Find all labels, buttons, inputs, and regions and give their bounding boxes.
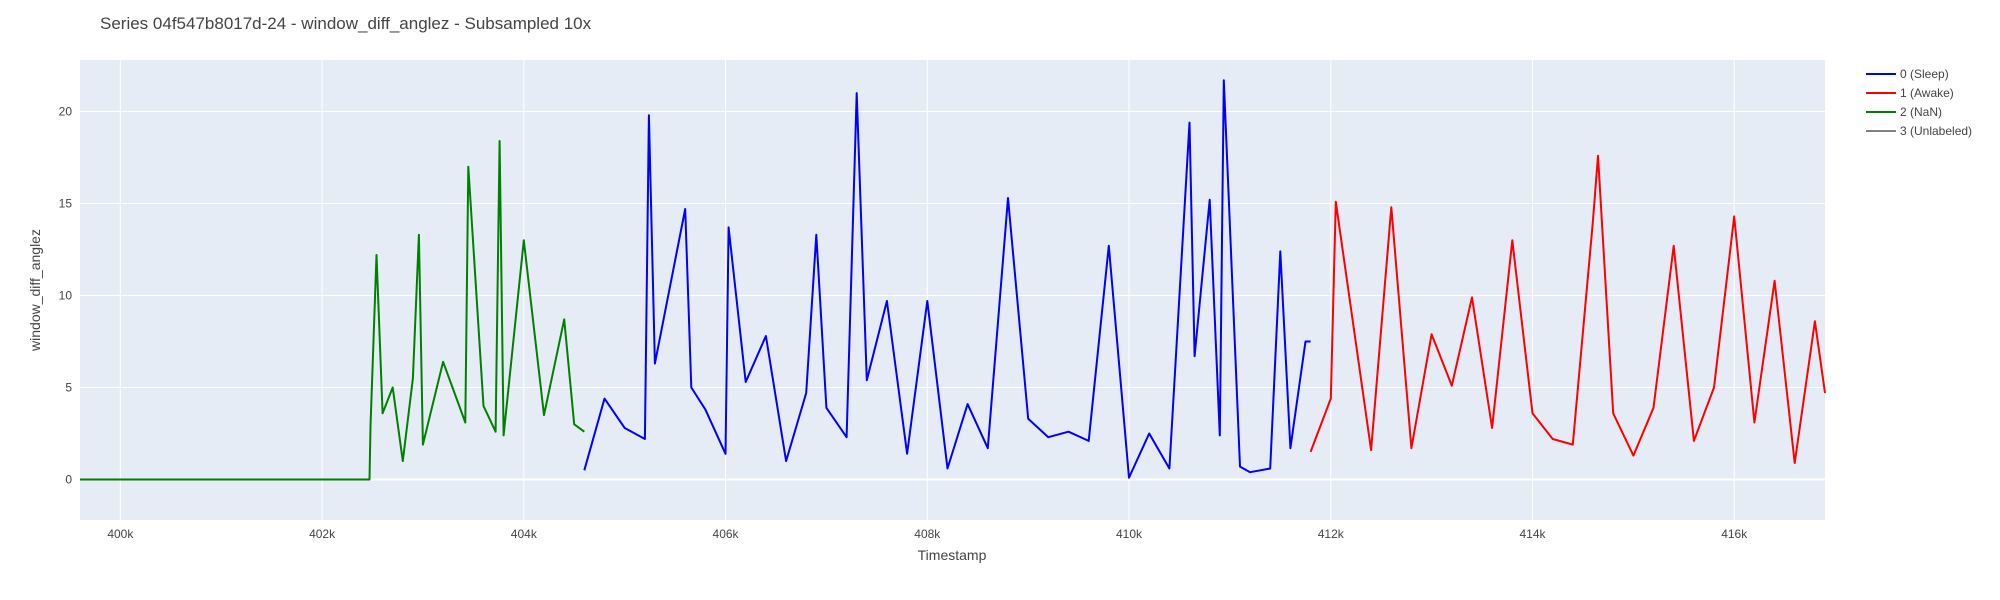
chart-title: Series 04f547b8017d-24 - window_diff_ang… [100, 14, 592, 33]
legend-label: 3 (Unlabeled) [1900, 124, 1972, 138]
y-tick-label: 10 [59, 289, 73, 303]
grid [80, 60, 1825, 520]
legend[interactable]: 0 (Sleep) 1 (Awake) 2 (NaN) 3 (Unlabeled) [1866, 67, 1972, 138]
y-tick-label: 0 [65, 473, 72, 487]
x-tick-label: 400k [107, 527, 134, 541]
series-lines [80, 79, 1826, 481]
x-tick-label: 408k [914, 527, 941, 541]
x-tick-label: 402k [309, 527, 336, 541]
x-tick-label: 406k [713, 527, 740, 541]
legend-label: 2 (NaN) [1900, 105, 1942, 119]
series-line-0 [583, 79, 1311, 479]
x-tick-label: 410k [1116, 527, 1143, 541]
series-line-1 [1309, 154, 1826, 464]
tick-labels: 0 5 10 15 20 400k 402k 404k 406k 408k 410k 412k 414k… [59, 105, 1749, 541]
y-tick-label: 5 [65, 381, 72, 395]
y-axis-title: window_diff_anglez [27, 229, 43, 352]
legend-item[interactable]: 1 (Awake) [1866, 86, 1954, 100]
x-axis-title: Timestamp [918, 547, 987, 563]
legend-item[interactable]: 3 (Unlabeled) [1866, 124, 1972, 138]
legend-label: 1 (Awake) [1900, 86, 1954, 100]
x-tick-label: 416k [1721, 527, 1748, 541]
legend-item[interactable]: 2 (NaN) [1866, 105, 1942, 119]
legend-item[interactable]: 0 (Sleep) [1866, 67, 1949, 81]
y-tick-label: 15 [59, 197, 73, 211]
legend-label: 0 (Sleep) [1900, 67, 1949, 81]
series-line-2 [80, 140, 585, 481]
x-tick-label: 412k [1318, 527, 1345, 541]
x-tick-label: 404k [511, 527, 538, 541]
y-tick-label: 20 [59, 105, 73, 119]
x-tick-label: 414k [1519, 527, 1546, 541]
